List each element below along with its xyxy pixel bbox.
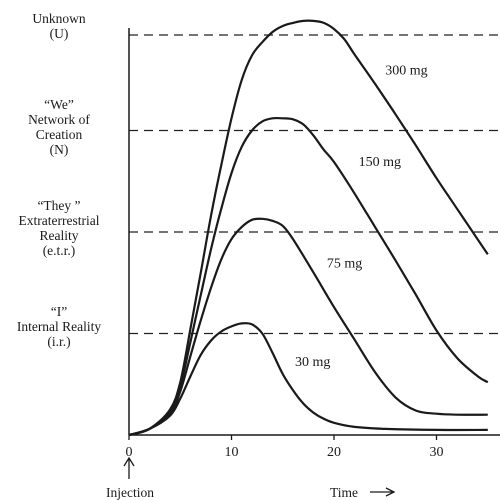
curve-300-mg [128,19,489,437]
series-label: 300 mg [385,64,427,79]
injection-arrow [123,456,135,479]
level-label-line: (U) [49,26,69,41]
level-label-we: “We” Network of Creation (N) [0,97,118,157]
series-curves [128,19,489,437]
series-label: 150 mg [359,155,401,170]
level-label-line: (e.t.r.) [42,243,76,258]
level-gridlines [129,34,500,335]
series-label: 30 mg [295,355,330,370]
level-label-line: “We” [44,97,74,112]
level-label-line: Creation [35,127,83,142]
level-label-line: Reality [39,228,79,243]
level-label-line: Unknown [32,11,86,26]
level-label-line: (i.r.) [47,334,71,349]
curve-150-mg [128,116,489,437]
x-tick-label: 30 [430,445,444,460]
x-tick-label: 10 [225,445,239,460]
x-tick-label: 20 [327,445,341,460]
annotations: Injection Time [106,456,396,500]
injection-label: Injection [106,485,154,500]
level-label-line: Network of [28,112,90,127]
series-labels: 30 mg 75 mg 150 mg 300 mg [295,64,428,370]
x-tick-label: 0 [126,445,133,460]
level-label-they: “They ” Extraterrestrial Reality (e.t.r.… [0,198,118,258]
series-label: 75 mg [327,257,362,272]
axes [128,28,500,436]
x-axis-title: Time [330,485,358,500]
level-label-unknown: Unknown (U) [0,11,118,41]
level-label-line: Extraterrestrial [18,213,100,228]
level-label-i: “I” Internal Reality (i.r.) [0,304,118,349]
level-label-line: Internal Reality [16,319,102,334]
curve-30-mg [128,321,488,437]
level-label-line: (N) [49,142,69,157]
level-label-line: “They ” [37,198,81,213]
curve-75-mg [128,217,488,437]
level-label-line: “I” [50,304,68,319]
time-arrow-icon [370,487,396,497]
x-ticks: 0 10 20 30 [126,435,444,460]
